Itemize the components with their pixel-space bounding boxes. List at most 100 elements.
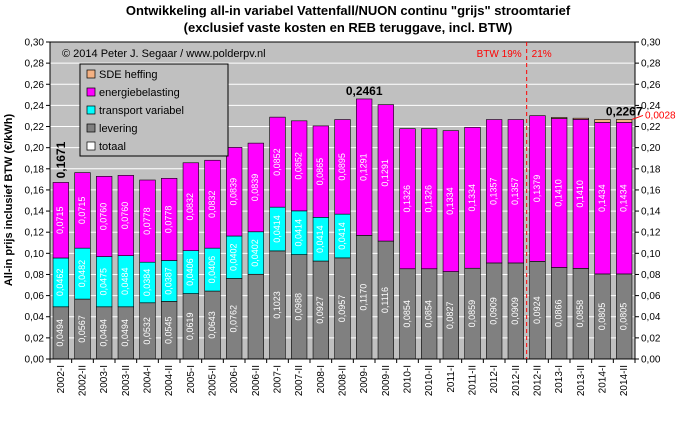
value-label: 0,1434 [597,184,607,212]
y-tick-label: 0,12 [641,228,661,239]
bar-segment-SDE-heffing [594,119,611,123]
x-tick-label: 2012-II [511,365,522,396]
y-tick-label: 0,30 [25,38,45,49]
y-tick-label: 0,20 [25,143,45,154]
legend-swatch [86,69,96,79]
bar-segment-energiebelasting [507,119,524,264]
x-tick-label: 2005-II [208,365,219,396]
bar-segment-energiebelasting [96,176,113,257]
bar-segment-energiebelasting [204,159,221,249]
bar-segment-energiebelasting [377,104,394,242]
bar-segment-energiebelasting [399,128,416,270]
value-label: 0,0567 [77,315,87,343]
y-tick-label: 0,04 [641,312,661,323]
x-tick-label: 2008-II [338,365,349,396]
value-label: 0,0839 [229,178,239,206]
btw-left-label: BTW 19% [477,49,522,60]
y-tick-label: 0,08 [641,270,661,281]
y-tick-label: 0,00 [641,355,661,366]
chart-subtitle: (exclusief vaste kosten en REB teruggave… [184,20,513,35]
bar-segment-levering [247,273,264,360]
value-label: 0,0827 [445,302,455,330]
x-tick-label: 2006-II [251,365,262,396]
legend-label: energiebelasting [99,87,180,99]
x-tick-label: 2010-I [403,365,414,393]
value-label: 0,0760 [99,203,109,231]
total-value-label: 0,1671 [54,141,68,178]
y-tick-label: 0,06 [641,291,661,302]
x-tick-label: 2013-II [576,365,587,396]
value-label: 0,0482 [77,260,87,288]
value-labels: 0,0494 0,0462 0,0715 0,0567 0,0482 0,0715 0,04… [55,148,628,346]
plot-border [49,41,636,360]
value-label: 0,1023 [272,291,282,319]
value-label: 0,0778 [164,206,174,234]
bar-segment-SDE-heffing [572,117,589,120]
value-label: 0,1379 [532,175,542,203]
x-tick-label: 2014-II [619,365,630,396]
legend-swatch [86,105,96,115]
bar-segment-energiebelasting [312,125,329,218]
y-tick-label: 0,22 [25,122,45,133]
y-tick-label: 0,02 [25,333,45,344]
value-label: 0,0494 [55,319,65,347]
chart-title: Ontwikkeling all-in variabel Vattenfall/… [126,3,571,18]
btw-marker: BTW 19% 21% [477,42,552,359]
y-tick-label: 0,02 [641,333,661,344]
value-label: 0,0414 [315,225,325,253]
bar-segment-energiebelasting [421,128,438,270]
value-label: 0,0924 [532,296,542,324]
x-tick-label: 2005-I [186,365,197,393]
bar-segment-energiebelasting [74,172,91,249]
bar-segment-SDE-heffing [616,119,633,123]
value-label: 0,0988 [294,293,304,321]
btw-right-label: 21% [532,49,552,60]
x-tick-label: 2011-II [468,365,479,395]
value-label: 0,0927 [315,296,325,324]
y-tick-label: 0,26 [25,80,45,91]
value-label: 0,1357 [489,177,499,205]
y-tick-label: 0,16 [25,185,45,196]
legend: SDE heffing energiebelasting transport var… [79,63,229,157]
bar-segment-energiebelasting [269,116,286,208]
value-label: 0,0402 [229,243,239,271]
bar-segment-energiebelasting [356,98,373,236]
value-label: 0,0852 [272,148,282,176]
value-label: 0,0805 [619,303,629,331]
legend-label: levering [99,123,138,135]
bar-segment-energiebelasting [486,119,503,264]
value-label: 0,0462 [55,269,65,297]
value-label: 0,0957 [337,295,347,323]
value-label: 0,0494 [120,319,130,347]
value-label: 0,1116 [380,287,390,313]
value-label: 0,0832 [185,193,195,221]
x-tick-label: 2010-II [424,365,435,396]
legend-label: SDE heffing [99,69,158,81]
bars [52,98,633,360]
y-tick-label: 0,00 [25,355,45,366]
value-label: 0,0384 [142,269,152,297]
value-label: 0,0475 [99,268,109,296]
y-tick-label: 0,22 [641,122,661,133]
y-tick-label: 0,12 [25,228,45,239]
bar-segment-energiebelasting [161,178,178,261]
legend-swatch [86,87,96,97]
value-label: 0,0866 [554,299,564,327]
value-label: 0,1434 [619,184,629,212]
value-label: 0,0619 [185,313,195,341]
x-tick-label: 2012-II [533,365,544,396]
y-tick-label: 0,26 [641,80,661,91]
value-label: 0,1326 [402,185,412,213]
value-label: 0,0387 [164,267,174,295]
y-tick-label: 0,30 [641,38,661,49]
x-tick-label: 2012-I [489,365,500,393]
value-label: 0,0839 [250,174,260,202]
total-value-label: 0,2461 [346,84,383,98]
value-label: 0,0854 [402,300,412,328]
value-label: 0,0406 [207,256,217,284]
bar-segment-energiebelasting [226,147,243,237]
y-tick-label: 0,14 [25,207,45,218]
value-label: 0,0865 [315,158,325,186]
value-label: 0,0909 [510,297,520,325]
